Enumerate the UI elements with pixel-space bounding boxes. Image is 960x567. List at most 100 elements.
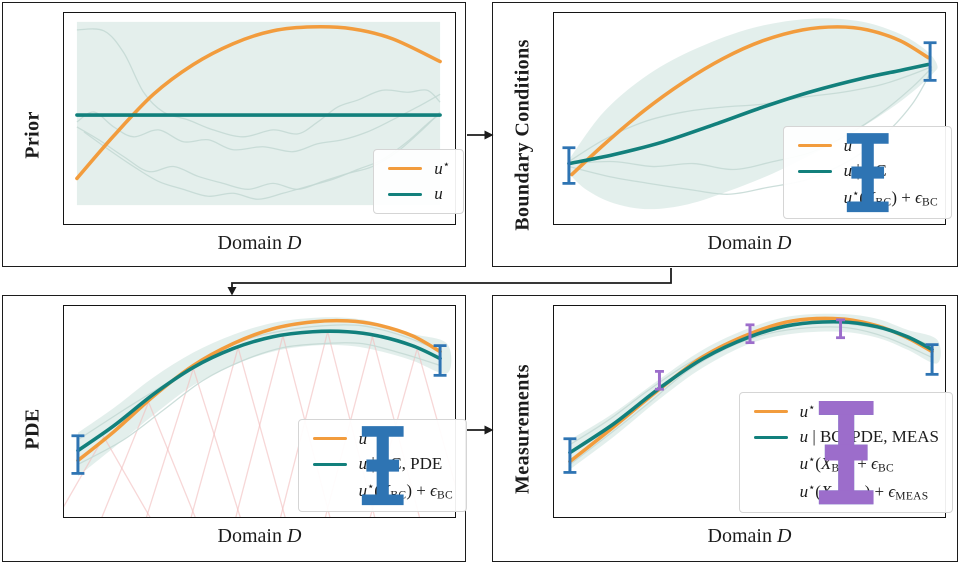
text-segment: u bbox=[358, 428, 368, 448]
line-swatch bbox=[312, 462, 347, 467]
plot-canvas-measurements bbox=[563, 313, 941, 474]
text-segment: ϵ bbox=[888, 481, 896, 501]
x-axis-label: Domain D bbox=[63, 232, 456, 255]
legend-line-swatch bbox=[312, 462, 348, 467]
text-segment: u bbox=[358, 480, 368, 500]
posterior-sample-path bbox=[77, 324, 441, 441]
legend-prior: u⋆ u bbox=[373, 148, 464, 214]
legend-label: u bbox=[434, 184, 443, 204]
text-segment: Domain bbox=[707, 232, 777, 254]
arrow-prior-to-boundary-conditions bbox=[467, 130, 494, 140]
legend-item: u⋆ bbox=[753, 401, 939, 421]
legend-line-swatch bbox=[753, 435, 789, 440]
arrow-pde-to-measurements bbox=[467, 425, 494, 435]
legend-line-swatch bbox=[312, 436, 348, 441]
plot-area-prior: u⋆ u bbox=[63, 12, 464, 225]
text-segment: u bbox=[358, 454, 368, 474]
panel-prior: Prior u⋆ u Domain D bbox=[2, 2, 466, 267]
legend-line-swatch bbox=[797, 143, 833, 148]
text-segment: D bbox=[776, 525, 792, 547]
errorbar-glyph-icon bbox=[361, 425, 404, 505]
text-segment: Domain bbox=[217, 232, 287, 254]
y-axis-label-measurements: Measurements bbox=[511, 363, 534, 494]
text-segment: BC bbox=[877, 461, 894, 475]
legend-boundary-conditions: u⋆u | BCu⋆(XBC) + ϵBC bbox=[782, 125, 952, 219]
text-segment: u bbox=[843, 161, 853, 181]
text-segment: ) + bbox=[891, 187, 916, 207]
posterior-sample-path bbox=[569, 326, 933, 466]
text-segment: ϵ bbox=[430, 480, 437, 500]
y-axis-label-pde: PDE bbox=[21, 407, 44, 450]
plot-canvas-boundary-conditions bbox=[562, 18, 938, 210]
text-segment: Domain bbox=[217, 525, 287, 547]
legend-label: u⋆ bbox=[800, 401, 816, 421]
uncertainty-band bbox=[568, 18, 938, 210]
errorbar-meas bbox=[745, 323, 755, 345]
x-axis-label: Domain D bbox=[553, 232, 946, 255]
text-segment: u bbox=[799, 453, 809, 473]
curve-u-given-bc bbox=[567, 62, 930, 166]
curve-u-given-bc-pde bbox=[76, 329, 442, 453]
line-swatch bbox=[753, 435, 788, 440]
posterior-sample-path bbox=[77, 342, 441, 466]
text-segment: ⋆ bbox=[852, 186, 860, 200]
text-segment: u bbox=[434, 158, 443, 178]
text-segment: Domain bbox=[707, 525, 777, 547]
line-swatch bbox=[797, 143, 832, 148]
errorbar-glyph-icon bbox=[846, 132, 889, 212]
arrow-boundary-conditions-to-pde bbox=[227, 268, 672, 296]
curve-u-star bbox=[570, 25, 930, 177]
y-axis-label-prior: Prior bbox=[21, 110, 44, 159]
errorbar-bc bbox=[563, 437, 577, 474]
x-axis-label: Domain D bbox=[63, 525, 456, 548]
text-segment: ( bbox=[815, 481, 821, 501]
pde-collocation-line bbox=[64, 435, 151, 517]
panel-boundary-conditions: Boundary Conditions u⋆u | BCu⋆(XBC) + ϵB… bbox=[492, 2, 958, 267]
line-swatch bbox=[797, 169, 832, 174]
plot-area-boundary-conditions: u⋆u | BCu⋆(XBC) + ϵBC bbox=[553, 12, 952, 225]
posterior-sample-path bbox=[568, 67, 933, 171]
text-segment: u bbox=[843, 187, 853, 207]
text-segment: ϵ bbox=[871, 453, 878, 473]
text-segment: u bbox=[799, 481, 809, 501]
curve-u-given-bc-pde-meas bbox=[568, 320, 934, 455]
errorbar-meas bbox=[654, 369, 664, 391]
text-segment: BC bbox=[436, 488, 453, 502]
text-segment: ⋆ bbox=[367, 479, 375, 493]
text-segment: ϵ bbox=[915, 187, 922, 207]
text-segment: ⋆ bbox=[442, 157, 450, 171]
posterior-sample-path bbox=[76, 28, 441, 138]
errorbar-bc bbox=[433, 344, 447, 377]
text-segment: ⋆ bbox=[808, 452, 816, 466]
uncertainty-band bbox=[569, 313, 941, 470]
text-segment: D bbox=[286, 232, 302, 254]
errorbar-glyph-icon bbox=[818, 400, 874, 505]
text-segment: u bbox=[843, 135, 853, 155]
text-segment: MEAS bbox=[895, 489, 929, 503]
x-axis-label: Domain D bbox=[553, 525, 946, 548]
line-swatch bbox=[312, 436, 347, 441]
text-segment: u bbox=[434, 184, 443, 204]
panel-measurements: Measurements u⋆u | BC, PDE, MEASu⋆(XBC) … bbox=[492, 295, 958, 562]
legend-item: u bbox=[387, 184, 450, 204]
y-axis-label-boundary-conditions: Boundary Conditions bbox=[511, 38, 534, 231]
text-segment: X bbox=[820, 453, 832, 473]
errorbar-bc bbox=[925, 343, 939, 376]
legend-line-swatch bbox=[797, 169, 833, 174]
errorbar-bc bbox=[562, 146, 576, 185]
text-segment: ⋆ bbox=[808, 480, 816, 494]
text-segment: ) + bbox=[406, 480, 431, 500]
line-swatch bbox=[388, 192, 423, 197]
line-swatch bbox=[388, 166, 423, 171]
plot-canvas-pde bbox=[64, 317, 455, 517]
legend-item: u⋆(XBC) + ϵBC bbox=[312, 425, 453, 505]
text-segment: D bbox=[286, 525, 302, 547]
text-segment: D bbox=[776, 232, 792, 254]
legend-line-swatch bbox=[753, 409, 789, 414]
legend-item: u⋆(XBC) + ϵBC bbox=[797, 132, 938, 212]
line-swatch bbox=[753, 409, 788, 414]
